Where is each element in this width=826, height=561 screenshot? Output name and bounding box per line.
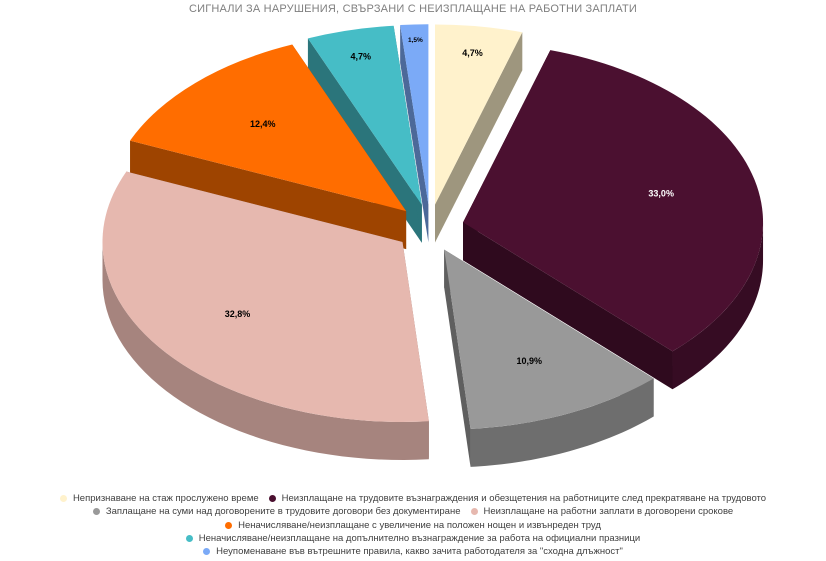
pie-slice-4-top [102, 171, 429, 422]
legend-label-7: Неупоменаване във вътрешните правила, ка… [216, 546, 623, 558]
legend-label-3: Заплащане на суми над договорените в тру… [105, 506, 461, 518]
pie-slice-1 [435, 24, 523, 243]
data-label-7: 1,5% [408, 37, 423, 44]
data-label-6: 4,7% [351, 51, 372, 61]
legend-marker-3 [92, 508, 100, 516]
pie-slice-2-top [463, 50, 764, 352]
pie-slice-1-top [435, 24, 523, 205]
pie-slice-6-side-1 [307, 38, 422, 243]
pie-slice-7 [400, 24, 429, 243]
legend-row-5: Неупоменаване във вътрешните правила, ка… [0, 545, 826, 558]
legend-marker-7 [203, 548, 211, 556]
pie-slice-7-side-1 [400, 25, 429, 243]
legend-marker-6 [185, 535, 193, 543]
legend-item-1: Непризнаване на стаж прослужено време [59, 493, 259, 505]
pie-slice-5 [130, 44, 407, 250]
legend-label-1: Непризнаване на стаж прослужено време [72, 493, 259, 505]
legend-label-4: Неизплащане на работни заплати в договор… [483, 506, 734, 518]
legend-row-1: Непризнаване на стаж прослужено време Неи… [0, 492, 826, 505]
legend-item-5: Неначисляване/неизплащане с увеличение н… [225, 520, 601, 531]
data-label-2: 33,0% [648, 188, 674, 198]
pie-slice-1-side-2 [435, 32, 523, 243]
pie-slice-5-side-1 [130, 140, 407, 250]
pie-slice-4 [102, 171, 429, 460]
legend-item-2: Неизплащане на трудовите възнаграждения … [268, 493, 767, 505]
pie-slice-6-top [307, 25, 422, 205]
pie-slice-4-wall [102, 241, 429, 460]
data-label-4: 32,8% [225, 309, 251, 319]
pie-slice-2-side-2 [463, 222, 673, 390]
legend-row-4: Неначисляване/неизплащане на допълнителн… [0, 532, 826, 545]
pie-slice-3-top [444, 249, 654, 429]
pie-slice-5-top [130, 44, 407, 212]
legend: Непризнаване на стаж прослужено време Неи… [0, 492, 826, 558]
pie-slice-3 [444, 249, 654, 467]
legend-item-4: Неизплащане на работни заплати в договор… [470, 506, 734, 518]
data-label-5: 12,4% [250, 119, 276, 129]
legend-label-2: Неизплащане на трудовите възнаграждения … [281, 493, 767, 505]
chart-title: СИГНАЛИ ЗА НАРУШЕНИЯ, СВЪРЗАНИ С НЕИЗПЛА… [188, 3, 638, 15]
pie-slice-2-wall [672, 222, 764, 390]
legend-marker-1 [59, 495, 67, 503]
legend-item-3: Заплащане на суми над договорените в тру… [92, 506, 461, 518]
legend-row-3: Неначисляване/неизплащане с увеличение н… [0, 519, 826, 532]
pie-slice-2 [463, 50, 764, 390]
legend-label-5: Неначисляване/неизплащане с увеличение н… [238, 519, 601, 531]
legend-marker-5 [225, 521, 233, 529]
data-label-3: 10,9% [517, 356, 543, 366]
pie-slice-3-side-2 [444, 249, 471, 467]
legend-row-2: Заплащане на суми над договорените в тру… [0, 505, 826, 518]
pie-slice-7-top [400, 24, 429, 205]
legend-marker-4 [470, 508, 478, 516]
legend-item-6: Неначисляване/неизплащане на допълнителн… [185, 533, 641, 545]
legend-label-6: Неначисляване/неизплащане на допълнителн… [198, 533, 641, 545]
legend-marker-2 [268, 495, 276, 503]
legend-item-7: Неупоменаване във вътрешните правила, ка… [203, 546, 623, 557]
pie-slice-6 [307, 25, 422, 243]
data-label-1: 4,7% [462, 48, 483, 58]
pie-slice-3-wall [470, 378, 654, 467]
